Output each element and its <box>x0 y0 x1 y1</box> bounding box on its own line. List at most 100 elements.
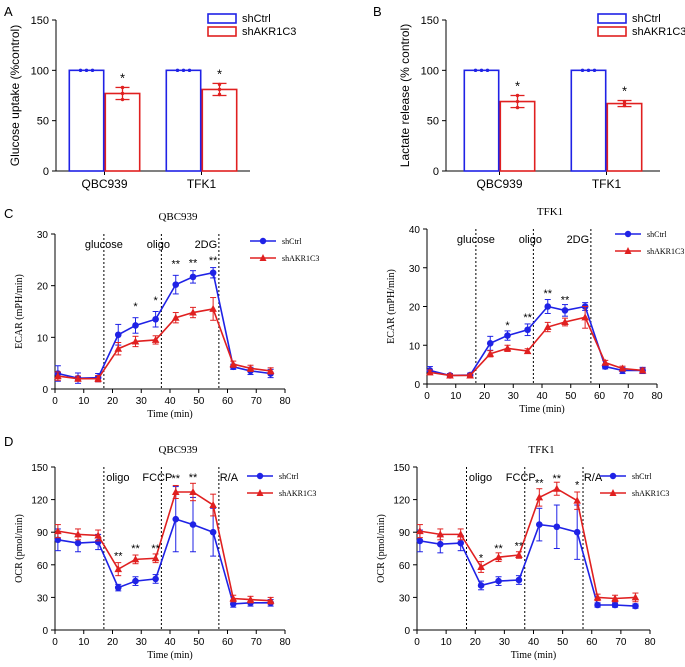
data-point-shakr1c3 <box>94 531 102 539</box>
significance-star: ** <box>151 543 160 555</box>
y-tick-label: 0 <box>414 380 420 391</box>
series-line-shctrl <box>57 271 271 379</box>
data-point-shakr1c3 <box>477 562 485 570</box>
annotation-label: 2DG <box>567 234 590 246</box>
data-point-shakr1c3 <box>535 493 544 501</box>
data-point-shakr1c3 <box>593 593 602 601</box>
x-tick-label: 50 <box>565 391 577 402</box>
data-point <box>217 87 222 92</box>
x-tick-label: 70 <box>251 396 263 407</box>
x-tick-label: 0 <box>414 637 420 648</box>
annotation-label: FCCP <box>506 472 536 484</box>
chart-title: TFK1 <box>528 444 554 456</box>
chart-c2: 0 10 20 30 40 ECAR (mPH/min) 0 10 20 30 40 50 60 70 80… <box>386 206 684 415</box>
chart-d1: 0 30 60 90 120 150 OCR (pmol/min) 0 10 20 30 40 50 60… <box>14 444 316 661</box>
significance-star: * <box>217 66 222 81</box>
annotation-label: oligo <box>469 472 492 484</box>
data-point-shctrl <box>209 528 217 536</box>
chart-title: TFK1 <box>537 206 563 218</box>
y-tick-label: 120 <box>393 496 410 507</box>
data-point-shctrl <box>457 539 464 547</box>
legend-label-0: shCtrl <box>647 230 667 239</box>
data-point-shctrl <box>74 539 82 547</box>
y-tick-label: 90 <box>399 528 411 539</box>
panel-letter-d: D <box>4 434 13 449</box>
data-point-shctrl <box>189 273 197 281</box>
data-point-shctrl <box>114 584 122 591</box>
significance-star: * <box>153 295 158 307</box>
data-point-shctrl <box>437 540 444 548</box>
significance-star: * <box>575 480 580 492</box>
data-point-shctrl <box>172 515 180 523</box>
chart-c1: 0 10 20 30 ECAR (mPH/min) 0 10 20 30 40 50 60 70 80 Ti… <box>14 211 319 420</box>
chart-d2: 0 30 60 90 120 150 OCR (pmol/min) 0 10 20 30 40 50 60… <box>376 444 669 661</box>
data-point-shakr1c3 <box>553 484 561 492</box>
y-tick-label: 0 <box>404 626 410 637</box>
x-tick-label: 50 <box>557 637 569 648</box>
data-point-shakr1c3 <box>466 371 474 379</box>
y-tick-label: 120 <box>31 496 48 507</box>
y-tick-label: 30 <box>409 264 421 275</box>
annotation-label: glucose <box>457 234 495 246</box>
legend-swatch-1 <box>597 26 627 37</box>
x-tick-label: 10 <box>78 637 90 648</box>
data-point <box>580 68 585 73</box>
y-tick-label: 150 <box>31 463 48 474</box>
data-point-shakr1c3 <box>456 530 465 538</box>
y-tick-label: 30 <box>37 593 49 604</box>
bar-shctrl <box>570 69 607 172</box>
y-tick-label: 150 <box>31 15 49 27</box>
data-point-shakr1c3 <box>631 593 640 601</box>
panel-letter-a: A <box>4 4 13 19</box>
legend-label-1: shAKR1C3 <box>282 254 319 263</box>
series-line-shakr1c3 <box>429 316 643 377</box>
x-tick-label: 10 <box>450 391 462 402</box>
x-tick-label: 60 <box>222 396 234 407</box>
data-point-shakr1c3 <box>246 364 255 372</box>
y-tick-label: 150 <box>421 15 439 27</box>
legend-marker-1 <box>259 254 267 261</box>
annotation-label: glucose <box>85 239 123 251</box>
x-category-label: QBC939 <box>81 177 127 191</box>
data-point-shakr1c3 <box>266 366 275 374</box>
y-axis-label: Lactate release (% control) <box>398 24 412 167</box>
data-point-shakr1c3 <box>561 318 569 325</box>
data-point-shakr1c3 <box>74 374 82 382</box>
bar-shctrl <box>165 69 202 172</box>
x-axis-label: Time (min) <box>519 404 564 415</box>
data-point-shakr1c3 <box>638 366 647 374</box>
chart-title: QBC939 <box>158 444 198 456</box>
data-point-shctrl <box>611 601 619 609</box>
y-tick-label: 60 <box>399 561 411 572</box>
data-point <box>622 99 627 104</box>
x-axis-label: Time (min) <box>147 409 192 420</box>
data-point-shctrl <box>544 303 552 310</box>
data-point-shakr1c3 <box>151 335 160 343</box>
legend-label-0: shCtrl <box>632 472 652 481</box>
x-tick-label: 40 <box>528 637 540 648</box>
data-point <box>515 99 520 104</box>
y-tick-label: 10 <box>37 333 49 344</box>
significance-star: ** <box>561 294 570 306</box>
data-point <box>187 68 192 73</box>
significance-star: * <box>622 84 627 99</box>
significance-star: ** <box>515 541 524 553</box>
legend-label-0: shCtrl <box>279 472 299 481</box>
x-tick-label: 0 <box>424 391 430 402</box>
y-tick-label: 50 <box>37 116 49 128</box>
x-tick-label: 80 <box>279 396 291 407</box>
chart-title: QBC939 <box>158 211 198 223</box>
x-tick-label: 20 <box>107 637 119 648</box>
x-category-label: QBC939 <box>476 177 522 191</box>
data-point-shctrl <box>132 322 139 329</box>
data-point-shctrl <box>189 521 197 528</box>
data-point <box>217 92 222 97</box>
x-tick-label: 70 <box>623 391 635 402</box>
data-point-shakr1c3 <box>426 368 434 376</box>
chart-a: 0 50 100 150 Glucose uptake (%control) QBC939… <box>8 13 296 191</box>
x-tick-label: 60 <box>594 391 606 402</box>
y-tick-label: 90 <box>37 528 49 539</box>
y-axis-label: OCR (pmol/min) <box>376 514 387 583</box>
x-tick-label: 40 <box>536 391 548 402</box>
data-point-shakr1c3 <box>266 596 275 604</box>
